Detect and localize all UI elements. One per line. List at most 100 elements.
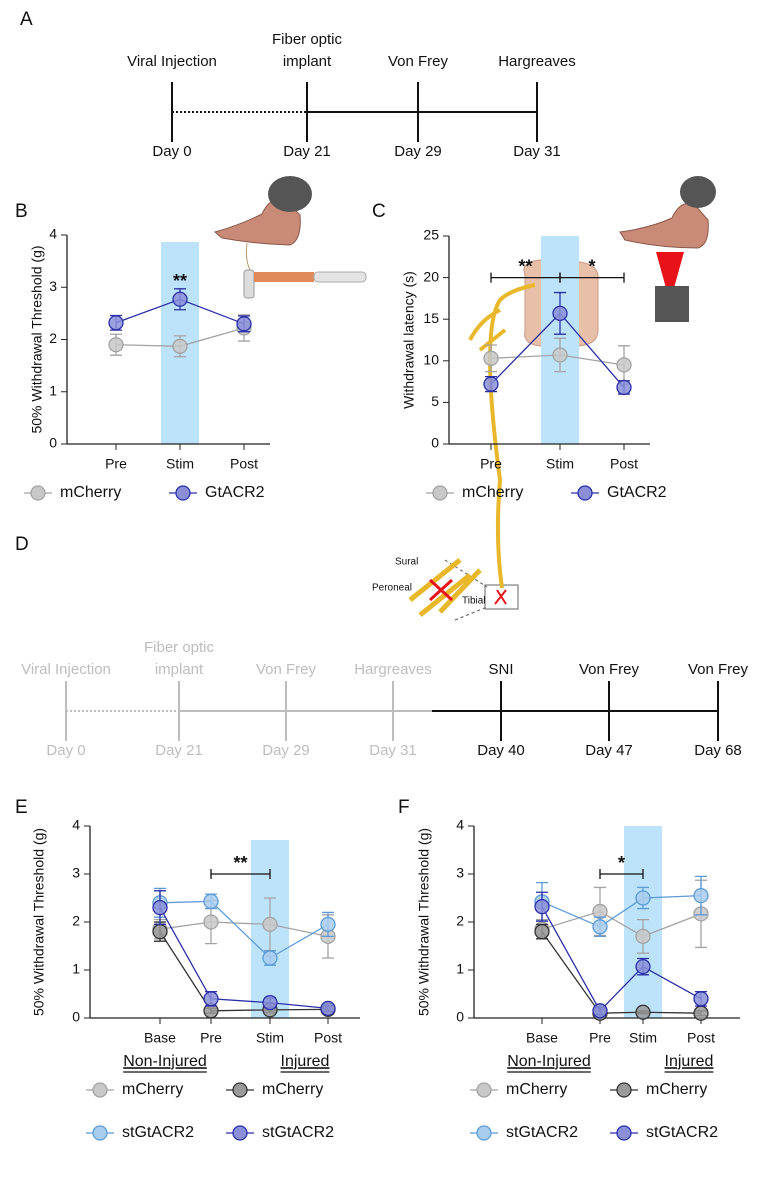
- data-point: [320, 1000, 336, 1017]
- data-point: [483, 350, 499, 366]
- x-tick-label: Post: [230, 456, 258, 472]
- event-label: Viral Injection: [127, 53, 217, 70]
- y-tick-label: 5: [431, 393, 439, 409]
- legend-label: mCherry: [262, 1081, 323, 1098]
- data-point: [693, 887, 709, 904]
- nerve-label: Tibial: [462, 596, 486, 607]
- data-point: [172, 338, 188, 354]
- significance-label: *: [618, 853, 625, 873]
- day-label: Day 31: [513, 143, 561, 160]
- y-axis-label: 50% Withdrawal Threshold (g): [31, 828, 47, 1016]
- y-tick-label: 25: [423, 227, 439, 243]
- legend-label: GtACR2: [607, 484, 667, 501]
- y-axis-label: 50% Withdrawal Threshold (g): [29, 245, 45, 433]
- x-tick-label: Base: [526, 1030, 558, 1046]
- y-tick-label: 20: [423, 268, 439, 284]
- series-line: [159, 931, 329, 1012]
- data-point: [262, 994, 278, 1011]
- legend-group: Non-Injured: [123, 1053, 207, 1070]
- data-point: [483, 376, 499, 392]
- data-point: [236, 316, 252, 332]
- panel-letter: E: [15, 797, 28, 818]
- legend-marker: [616, 1082, 632, 1098]
- legend-label: GtACR2: [205, 484, 265, 501]
- y-tick-label: 10: [423, 352, 439, 368]
- data-point: [616, 357, 632, 373]
- significance-bracket: [210, 869, 271, 879]
- legend-label: mCherry: [60, 484, 121, 501]
- legend-label: stGtACR2: [646, 1124, 718, 1141]
- data-point: [108, 315, 124, 331]
- day-label: Day 21: [283, 143, 331, 160]
- series-line: [541, 906, 702, 1012]
- y-tick-label: 2: [49, 330, 57, 346]
- day-label: Day 31: [369, 742, 417, 759]
- legend-label: stGtACR2: [262, 1124, 334, 1141]
- data-point: [592, 1003, 608, 1019]
- data-point: [203, 893, 219, 910]
- legend-label: stGtACR2: [122, 1124, 194, 1141]
- event-label: implant: [155, 661, 204, 678]
- event-label: Hargreaves: [498, 53, 576, 70]
- x-tick-label: Pre: [105, 456, 127, 472]
- day-label: Day 0: [152, 143, 191, 160]
- legend-label: mCherry: [462, 484, 523, 501]
- data-point: [108, 337, 124, 353]
- x-tick-label: Post: [314, 1030, 342, 1046]
- event-label: Von Frey: [688, 661, 749, 678]
- data-point: [552, 305, 568, 322]
- data-point: [172, 291, 188, 307]
- data-point: [635, 928, 651, 945]
- panel-letter: F: [398, 797, 410, 818]
- data-point: [152, 923, 168, 940]
- y-tick-label: 4: [72, 817, 80, 833]
- data-point: [320, 916, 336, 933]
- day-label: Day 29: [394, 143, 442, 160]
- legend-group: Injured: [665, 1053, 714, 1070]
- significance-label: **: [173, 271, 187, 291]
- data-point: [592, 919, 608, 935]
- event-label: Fiber optic: [144, 639, 215, 656]
- y-tick-label: 3: [49, 278, 57, 294]
- y-tick-label: 4: [456, 817, 464, 833]
- data-point: [203, 991, 219, 1007]
- y-axis-label: 50% Withdrawal Threshold (g): [416, 828, 432, 1016]
- data-point: [616, 379, 632, 396]
- y-tick-label: 1: [72, 961, 80, 977]
- legend-marker: [232, 1082, 248, 1098]
- day-label: Day 40: [477, 742, 525, 759]
- data-point: [262, 950, 278, 966]
- panel-letter: D: [15, 534, 29, 555]
- significance-label: **: [518, 256, 532, 276]
- nerve-label: Sural: [395, 557, 418, 568]
- series-line: [159, 921, 329, 938]
- legend-marker: [476, 1082, 492, 1098]
- data-point: [592, 903, 608, 920]
- event-label: Viral Injection: [21, 661, 111, 678]
- nerve-label: Peroneal: [372, 583, 412, 594]
- legend-label: stGtACR2: [506, 1124, 578, 1141]
- event-label: Von Frey: [256, 661, 317, 678]
- paw-illustration-b: [213, 176, 367, 299]
- day-label: Day 29: [262, 742, 310, 759]
- series-line: [541, 931, 702, 1014]
- x-tick-label: Stim: [546, 456, 574, 472]
- legend-label: mCherry: [506, 1081, 567, 1098]
- data-point: [262, 916, 278, 933]
- series-line: [541, 894, 702, 928]
- y-axis-label: Withdrawal latency (s): [401, 271, 417, 409]
- y-tick-label: 2: [456, 913, 464, 929]
- series-line: [159, 900, 329, 959]
- legend-marker: [432, 485, 448, 501]
- data-point: [534, 923, 550, 940]
- y-tick-label: 4: [49, 226, 57, 242]
- data-point: [203, 914, 219, 930]
- x-tick-label: Post: [610, 456, 638, 472]
- y-tick-label: 3: [72, 865, 80, 881]
- y-tick-label: 1: [49, 382, 57, 398]
- data-point: [635, 890, 651, 906]
- day-label: Day 68: [694, 742, 742, 759]
- y-tick-label: 2: [72, 913, 80, 929]
- x-tick-label: Post: [687, 1030, 715, 1046]
